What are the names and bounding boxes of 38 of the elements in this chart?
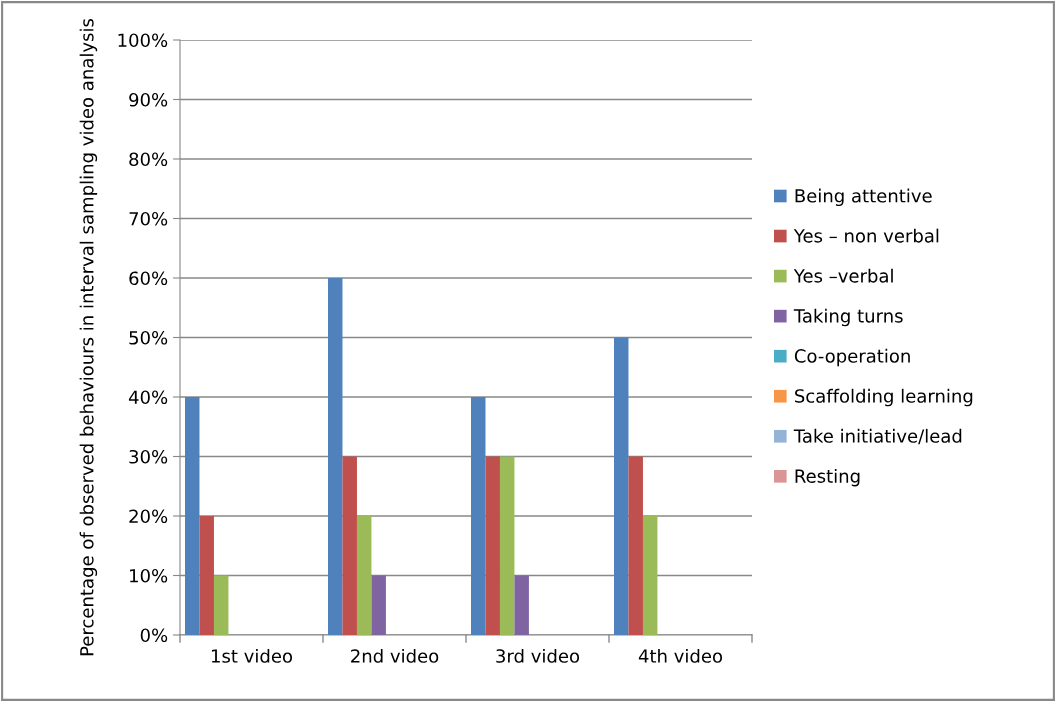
- bar: [185, 397, 200, 635]
- y-tick-label: 60%: [129, 271, 168, 286]
- bar: [499, 456, 515, 635]
- y-tick-label: 80%: [129, 152, 168, 167]
- bar: [199, 516, 214, 635]
- y-tick-label: 0%: [140, 628, 168, 643]
- legend-label: Taking turns: [793, 308, 903, 327]
- y-tick-label: 90%: [129, 92, 168, 107]
- legend-label: Yes – non verbal: [793, 228, 939, 243]
- y-tick-label: 70%: [129, 211, 168, 226]
- legend-label: Resting: [795, 468, 860, 487]
- y-tick-label: 20%: [129, 509, 168, 524]
- y-tick-label: 50%: [129, 330, 168, 345]
- legend-label: Scaffolding learning: [795, 388, 973, 407]
- y-axis-title: Percentage of observed behaviours in interval sampling video analysis: [79, 18, 98, 656]
- y-tick-label: 30%: [129, 449, 168, 464]
- bar: [642, 516, 658, 635]
- bar: [485, 456, 500, 635]
- bar: [614, 337, 629, 635]
- bar: [471, 397, 486, 635]
- legend-label: Yes –verbal: [793, 268, 893, 283]
- x-tick-label: 1st video: [211, 648, 293, 663]
- bar: [514, 575, 529, 635]
- y-tick-label: 40%: [128, 390, 168, 405]
- y-tick-label: 100%: [118, 33, 168, 48]
- bar: [328, 278, 343, 635]
- bar: [356, 516, 372, 635]
- bar: [371, 575, 386, 635]
- legend-label: Take initiative/lead: [793, 428, 962, 445]
- y-tick-label: 10%: [130, 568, 168, 583]
- legend-label: Being attentive: [795, 188, 932, 207]
- legend-label: Co-operation: [794, 348, 910, 367]
- bar: [342, 456, 357, 635]
- x-tick-label: 2nd video: [351, 648, 439, 663]
- x-tick-label: 4th video: [638, 648, 723, 663]
- x-tick-label: 3rd video: [496, 648, 580, 663]
- bar: [213, 575, 229, 635]
- bar: [628, 456, 643, 635]
